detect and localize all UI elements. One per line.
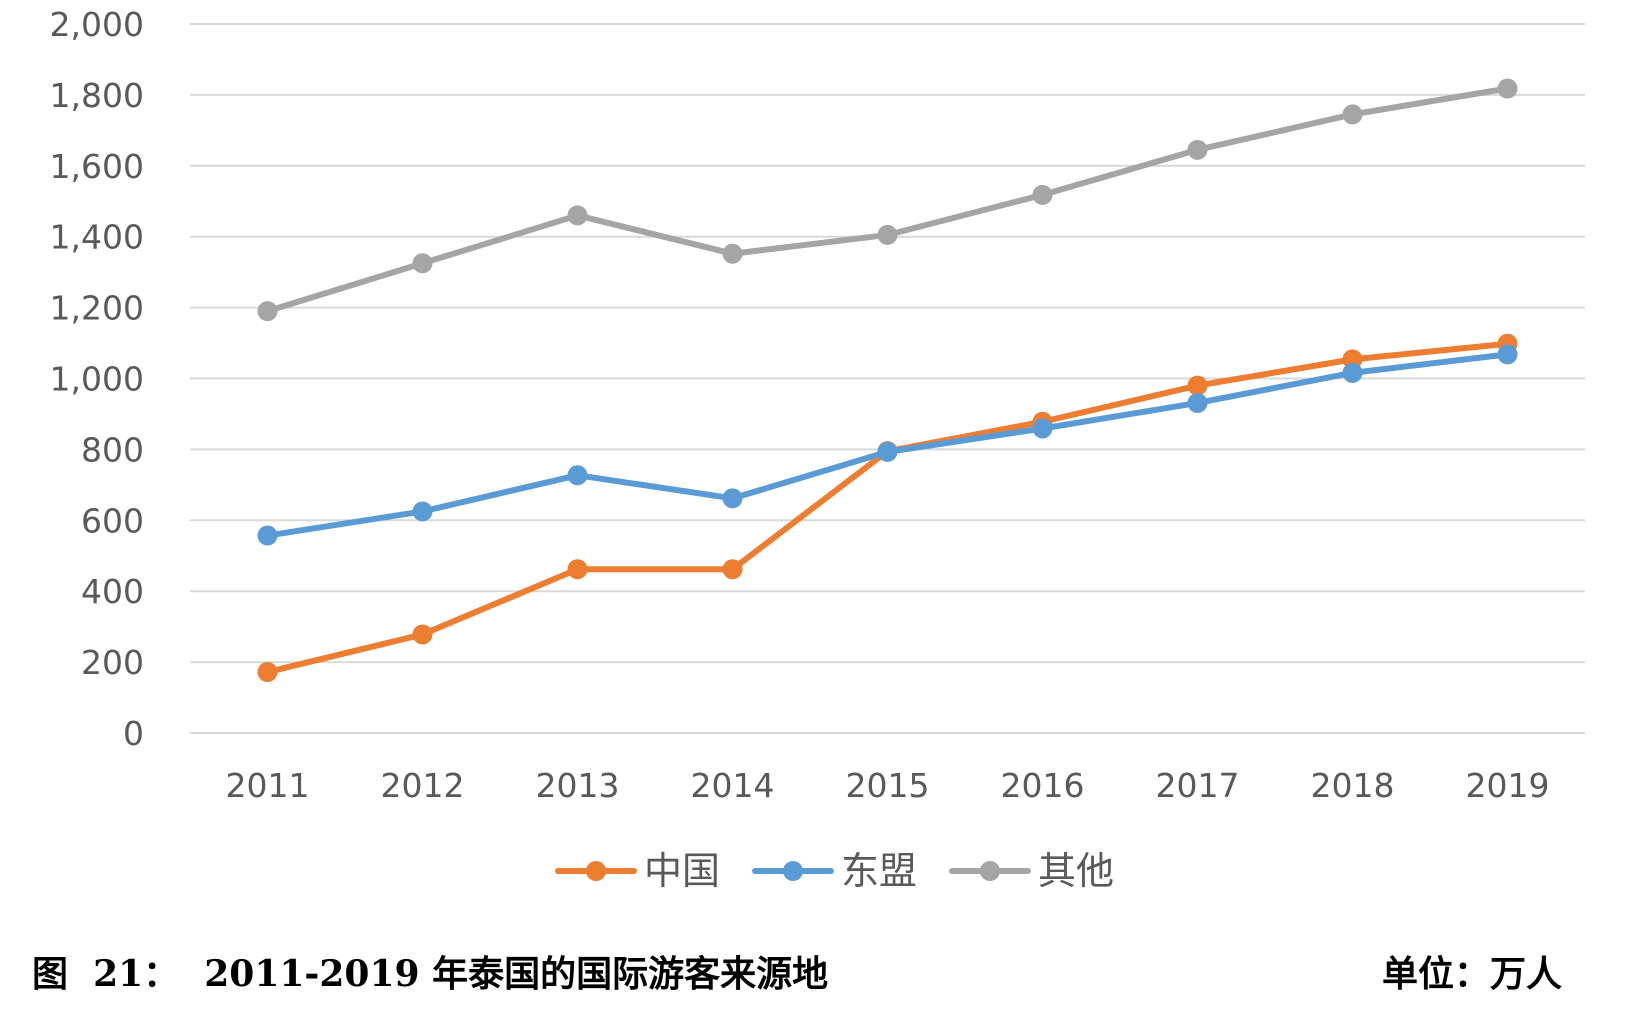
data-point xyxy=(1342,362,1363,383)
legend-item: 其他 xyxy=(949,849,1114,893)
data-point xyxy=(567,559,588,580)
legend-label: 中国 xyxy=(644,849,720,893)
legend-swatch-marker xyxy=(980,861,1000,881)
legend: 中国 东盟 其他 xyxy=(555,849,1114,893)
gridlines xyxy=(190,23,1585,734)
data-point xyxy=(1032,184,1053,205)
y-tick-label: 1,800 xyxy=(50,76,144,115)
data-point xyxy=(567,205,588,226)
data-point xyxy=(1187,375,1208,396)
legend-swatch-marker xyxy=(783,861,803,881)
y-tick-label: 800 xyxy=(81,430,144,469)
data-point xyxy=(877,224,898,245)
y-tick-label: 400 xyxy=(81,572,144,611)
y-axis-ticks: 0 200 400 600 800 1,000 1,200 1,400 1,600 1,800 2,… xyxy=(50,5,144,753)
data-point xyxy=(412,253,433,274)
data-point xyxy=(722,243,743,264)
series-lines xyxy=(257,78,1518,683)
legend-label: 东盟 xyxy=(841,849,917,893)
data-point xyxy=(722,488,743,509)
data-point xyxy=(257,301,278,322)
x-tick-label: 2019 xyxy=(1466,766,1550,805)
data-point xyxy=(412,624,433,645)
y-tick-label: 1,000 xyxy=(50,360,144,399)
y-tick-label: 1,400 xyxy=(50,218,144,257)
legend-label: 其他 xyxy=(1038,849,1114,893)
series-1 xyxy=(257,344,1518,546)
line-chart: 0 200 400 600 800 1,000 1,200 1,400 1,600 1,800 2,… xyxy=(50,5,1585,893)
legend-item: 中国 xyxy=(555,849,720,893)
y-tick-label: 200 xyxy=(81,643,144,682)
data-point xyxy=(412,501,433,522)
x-tick-label: 2011 xyxy=(226,766,310,805)
data-point xyxy=(257,662,278,683)
data-point xyxy=(1497,78,1518,99)
x-tick-label: 2016 xyxy=(1001,766,1085,805)
series-2 xyxy=(257,78,1518,322)
data-point xyxy=(1032,418,1053,439)
legend-item: 东盟 xyxy=(752,849,917,893)
caption-title: 图 21： 2011-2019 年泰国的国际游客来源地 xyxy=(32,953,829,995)
y-tick-label: 600 xyxy=(81,501,144,540)
series-line xyxy=(264,340,1511,676)
legend-swatch-marker xyxy=(586,861,606,881)
y-tick-label: 1,200 xyxy=(50,289,144,328)
y-tick-label: 1,600 xyxy=(50,147,144,186)
x-tick-label: 2012 xyxy=(381,766,465,805)
figure-caption: 图 21： 2011-2019 年泰国的国际游客来源地 单位：万人 xyxy=(32,945,1562,1001)
x-tick-label: 2015 xyxy=(846,766,930,805)
data-point xyxy=(722,559,743,580)
x-axis-ticks: 2011 2012 2013 2014 2015 2016 2017 2018 2019 xyxy=(226,766,1550,805)
y-tick-label: 2,000 xyxy=(50,5,144,44)
data-point xyxy=(567,465,588,486)
caption-unit: 单位：万人 xyxy=(1381,953,1562,995)
x-tick-label: 2013 xyxy=(536,766,620,805)
x-tick-label: 2014 xyxy=(691,766,775,805)
y-tick-label: 0 xyxy=(123,714,144,753)
data-point xyxy=(1187,392,1208,413)
data-point xyxy=(1497,344,1518,365)
chart-canvas: 0 200 400 600 800 1,000 1,200 1,400 1,600 1,800 2,… xyxy=(50,5,1585,893)
data-point xyxy=(1187,139,1208,160)
series-line xyxy=(264,85,1511,315)
data-point xyxy=(257,525,278,546)
data-point xyxy=(1342,104,1363,125)
x-tick-label: 2018 xyxy=(1311,766,1395,805)
data-point xyxy=(877,441,898,462)
x-tick-label: 2017 xyxy=(1156,766,1240,805)
